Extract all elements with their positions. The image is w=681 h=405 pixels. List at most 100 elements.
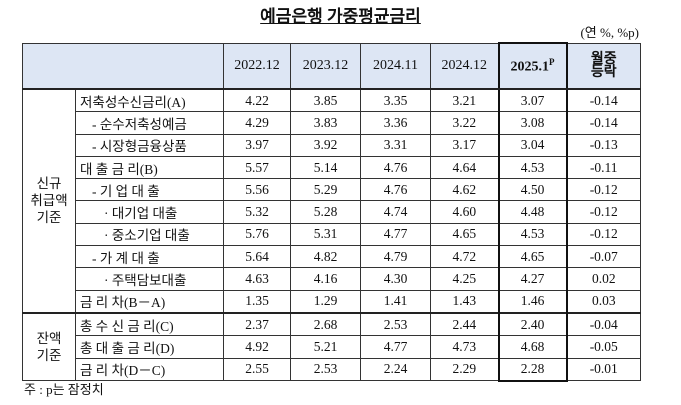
table-header: 2022.12 2023.12 2024.11 2024.12 2025.1P 월중 등락: [22, 42, 641, 90]
cell-value: -0.14: [566, 88, 641, 113]
cell-value: 4.92: [223, 335, 291, 359]
cell-value: 4.77: [360, 222, 431, 247]
table-row: · 중소기업 대출 5.76 5.31 4.77 4.65 4.53 -0.12: [23, 222, 641, 247]
cell-value: -0.12: [566, 200, 641, 224]
cell-value: -0.01: [566, 357, 641, 382]
cell-value: 4.62: [430, 178, 499, 202]
row-label: 총 대 출 금 리(D): [75, 335, 224, 359]
cell-value: 0.02: [566, 267, 641, 291]
cell-value: 5.29: [290, 178, 361, 202]
cell-value: 3.07: [497, 88, 568, 113]
cell-value: 4.64: [430, 155, 499, 180]
cell-value: 4.30: [360, 267, 431, 291]
cell-value: 4.76: [360, 178, 431, 202]
cell-value: -0.11: [566, 155, 641, 180]
header-row: 2022.12 2023.12 2024.11 2024.12 2025.1P 월중 등락: [22, 42, 641, 90]
cell-value: 3.31: [360, 133, 431, 157]
cell-value: 3.17: [430, 133, 499, 157]
table-row: · 대기업 대출 5.32 5.28 4.74 4.60 4.48 -0.12: [23, 200, 641, 224]
cell-value: 4.65: [430, 222, 499, 247]
cell-value: 5.31: [290, 222, 361, 247]
table-row: · 주택담보대출 4.63 4.16 4.30 4.25 4.27 0.02: [23, 267, 641, 291]
cell-value: 3.21: [430, 88, 499, 113]
table-row: - 순수저축성예금 4.29 3.83 3.36 3.22 3.08 -0.14: [23, 111, 641, 135]
cell-value: -0.14: [566, 111, 641, 135]
row-label: 금 리 차(D－C): [75, 357, 224, 382]
cell-value: 5.76: [223, 222, 291, 247]
cell-value: -0.05: [566, 335, 641, 359]
column-header: 2025.1P: [497, 42, 568, 90]
row-label: 총 수 신 금 리(C): [75, 311, 224, 337]
cell-value: -0.12: [566, 178, 641, 202]
cell-value: 1.35: [223, 289, 291, 314]
table-row: 총 대 출 금 리(D) 4.92 5.21 4.77 4.73 4.68 -0.05: [23, 335, 641, 359]
table-row: 대 출 금 리(B) 5.57 5.14 4.76 4.64 4.53 -0.11: [23, 155, 641, 180]
cell-value: 2.28: [497, 357, 568, 382]
cell-value: 2.55: [223, 357, 291, 382]
cell-value: 2.40: [497, 311, 568, 337]
cell-value: 4.27: [497, 267, 568, 291]
cell-value: 3.35: [360, 88, 431, 113]
cell-value: 4.79: [360, 245, 431, 269]
table-row: 잔액 기준 총 수 신 금 리(C) 2.37 2.68 2.53 2.44 2.40 -0.…: [22, 311, 641, 382]
cell-value: 2.68: [290, 311, 361, 337]
column-header: 2022.12: [223, 42, 291, 90]
cell-value: -0.12: [566, 222, 641, 247]
cell-value: -0.07: [566, 245, 641, 269]
cell-value: 1.43: [430, 289, 499, 314]
cell-value: 4.16: [290, 267, 361, 291]
row-label: 대 출 금 리(B): [75, 155, 224, 180]
cell-value: 2.53: [290, 357, 361, 382]
cell-value: 3.92: [290, 133, 361, 157]
row-label: - 순수저축성예금: [75, 111, 224, 135]
column-header-sup: P: [549, 56, 555, 67]
cell-value: 4.29: [223, 111, 291, 135]
cell-value: 1.41: [360, 289, 431, 314]
row-label: - 시장형금융상품: [75, 133, 224, 157]
header-blank: [22, 42, 224, 90]
cell-value: 3.85: [290, 88, 361, 113]
row-label: · 주택담보대출: [75, 267, 224, 291]
title: 예금은행 가중평균금리: [260, 7, 421, 26]
table-row: - 가 계 대 출 5.64 4.82 4.79 4.72 4.65 -0.07: [23, 245, 641, 269]
cell-value: 4.25: [430, 267, 499, 291]
cell-value: 2.44: [430, 311, 499, 337]
group-label: 신규 취급액 기준: [22, 88, 76, 314]
row-label: - 기 업 대 출: [75, 178, 224, 202]
cell-value: 4.22: [223, 88, 291, 113]
table-body: 신규 취급액 기준 저축성수신금리(A) 4.22 3.85 3.35 3.21 3.07-…: [22, 88, 641, 382]
cell-value: 4.65: [497, 245, 568, 269]
cell-value: 4.50: [497, 178, 568, 202]
cell-value: 4.53: [497, 222, 568, 247]
row-label: 금 리 차(B－A): [75, 289, 224, 314]
cell-value: 3.36: [360, 111, 431, 135]
table-row: 금 리 차(D－C) 2.55 2.53 2.24 2.29 2.28 -0.01: [23, 357, 641, 382]
cell-value: 3.04: [497, 133, 568, 157]
table-row: - 기 업 대 출 5.56 5.29 4.76 4.62 4.50 -0.12: [23, 178, 641, 202]
cell-value: 4.74: [360, 200, 431, 224]
row-label: · 중소기업 대출: [75, 222, 224, 247]
cell-value: 4.76: [360, 155, 431, 180]
cell-value: 1.29: [290, 289, 361, 314]
cell-value: 4.68: [497, 335, 568, 359]
cell-value: 4.77: [360, 335, 431, 359]
cell-value: 2.37: [223, 311, 291, 337]
cell-value: 5.57: [223, 155, 291, 180]
cell-value: 5.32: [223, 200, 291, 224]
row-label: · 대기업 대출: [75, 200, 224, 224]
table-row: 금 리 차(B－A) 1.35 1.29 1.41 1.43 1.46 0.03: [23, 289, 641, 314]
cell-value: 2.29: [430, 357, 499, 382]
cell-value: 5.21: [290, 335, 361, 359]
cell-value: 5.56: [223, 178, 291, 202]
cell-value: -0.04: [566, 311, 641, 337]
column-header-text: 2025.1: [510, 59, 550, 75]
cell-value: 3.08: [497, 111, 568, 135]
footnote: 주 : p는 잠정치: [24, 382, 104, 397]
cell-value: 4.72: [430, 245, 499, 269]
cell-value: 4.60: [430, 200, 499, 224]
cell-value: 4.82: [290, 245, 361, 269]
cell-value: 4.48: [497, 200, 568, 224]
unit-label: (연 %, %p): [580, 25, 639, 40]
column-header: 2024.11: [360, 42, 431, 90]
cell-value: 3.97: [223, 133, 291, 157]
